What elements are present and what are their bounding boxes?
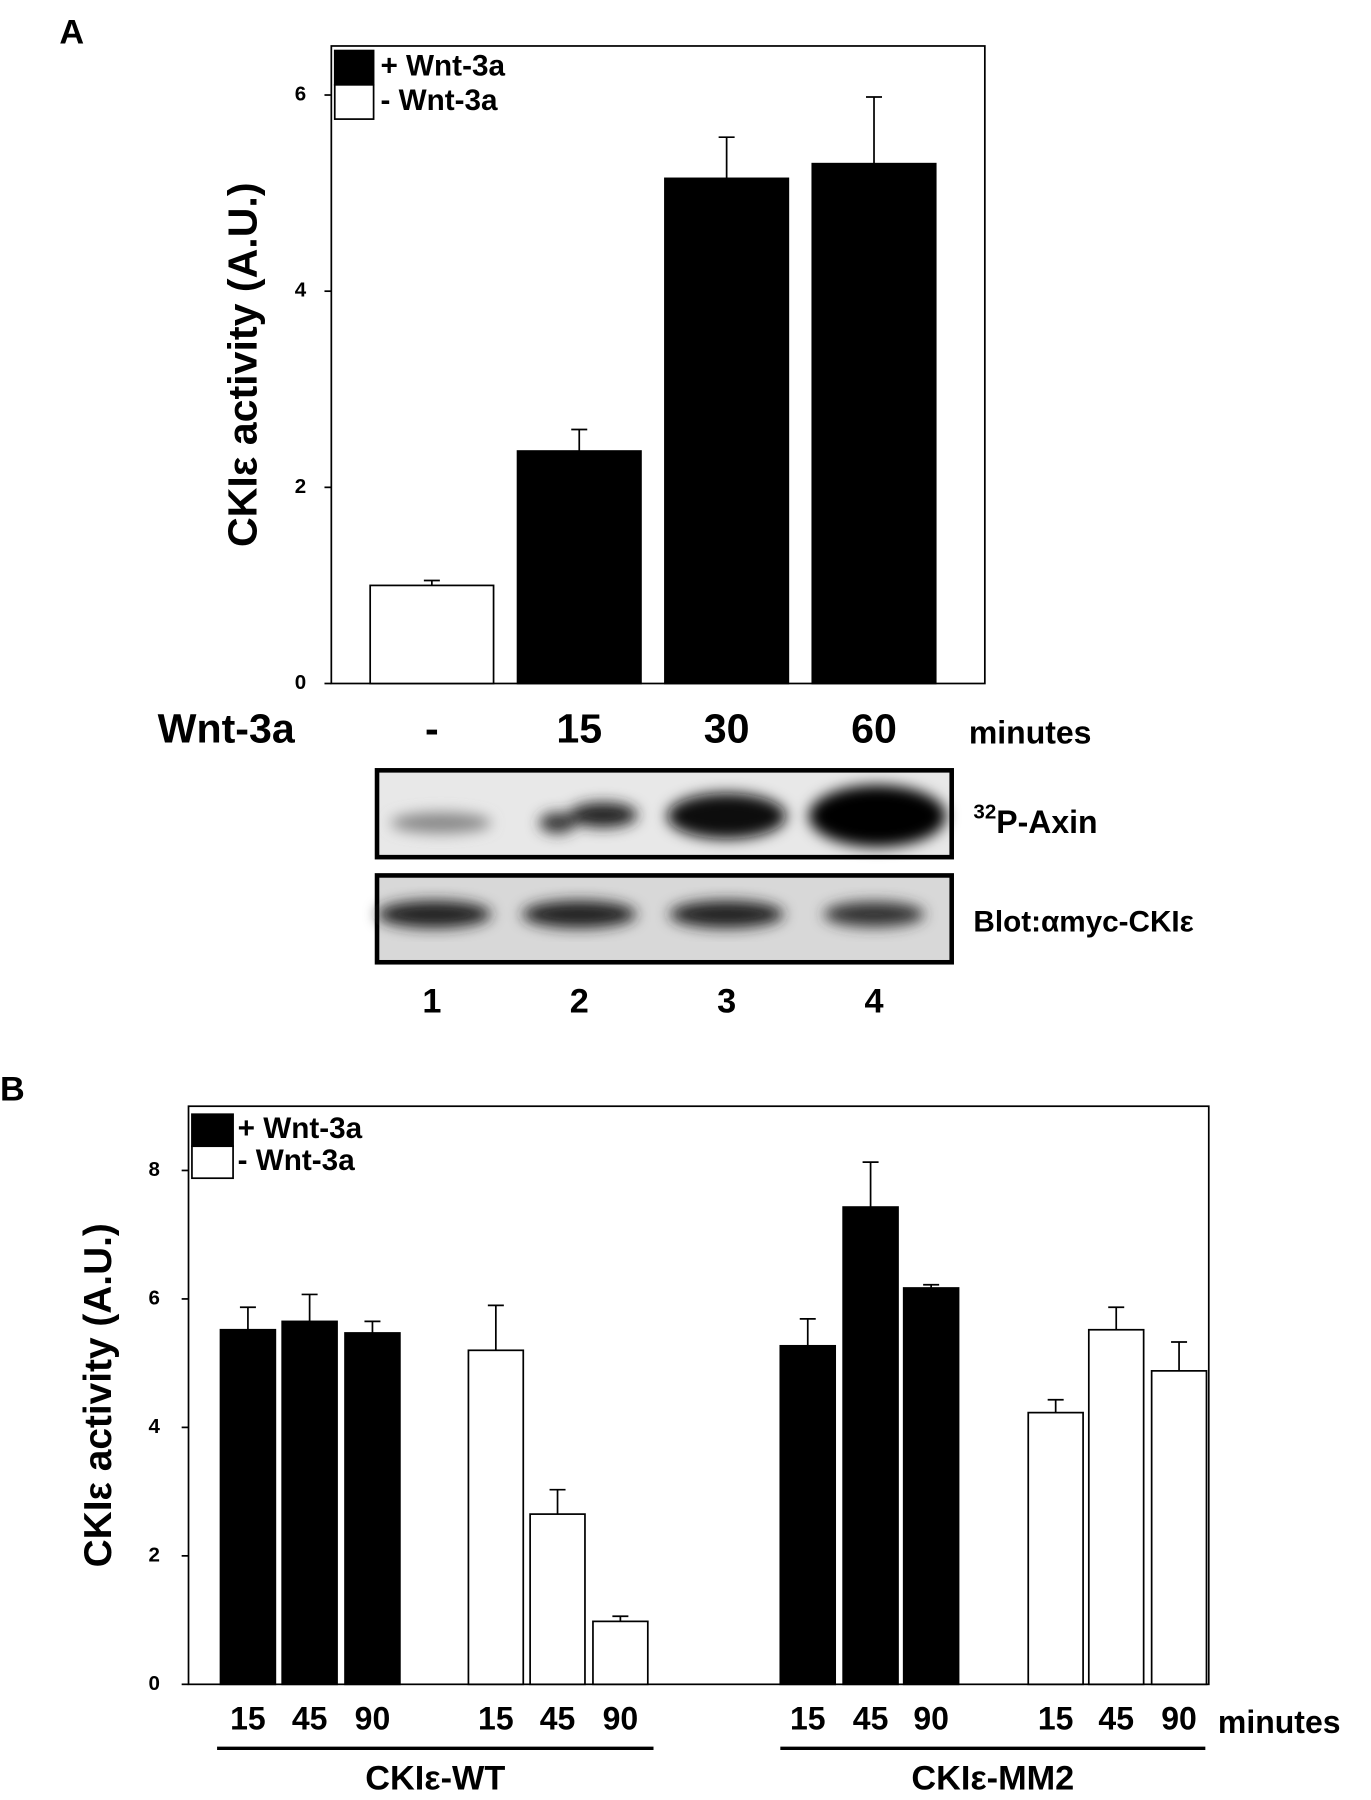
y-axis-label: CKIε activity (A.U.) [219,182,265,547]
legend-label: - Wnt-3a [380,84,498,117]
x-tick-label: 90 [913,1700,949,1736]
legend-swatch [333,49,375,86]
error-bar [612,1615,629,1622]
x-tick-label: 15 [790,1700,826,1736]
error-bar [1108,1306,1125,1330]
bar [779,1344,837,1686]
legend-swatch [191,1145,234,1180]
error-bar [1047,1398,1064,1413]
error-bar [571,428,588,452]
x-tick-label: 30 [704,705,750,751]
y-tick-label: 2 [149,1543,160,1566]
blot-image [374,768,954,965]
lane-label: 1 [422,982,441,1020]
x-unit-label: minutes [969,714,1092,750]
group-label: CKIε-MM2 [911,1759,1074,1797]
legend-swatch [191,1113,234,1148]
bar [811,162,937,685]
legend-label: + Wnt-3a [238,1112,363,1145]
legend-label: - Wnt-3a [238,1144,356,1177]
y-tick-label: 2 [295,475,306,498]
bar [516,450,642,685]
bar [467,1349,525,1686]
x-tick-label: 90 [603,1700,639,1736]
x-axis-label: Wnt-3a [158,705,296,751]
bar [344,1332,401,1686]
blot-label: 32P-Axin [973,801,1097,840]
error-bar [799,1317,816,1346]
bar [369,584,495,685]
x-tick-label: 15 [478,1700,514,1736]
lane-label: 3 [717,982,736,1020]
x-tick-label: 60 [851,705,897,751]
error-bar [862,1161,879,1208]
panel-label: B [0,1070,25,1108]
x-tick-label: 90 [1161,1700,1197,1736]
lane-label: 4 [864,982,883,1020]
y-tick-label: 4 [295,279,307,302]
bar [281,1320,338,1686]
x-tick-label: 15 [556,705,602,751]
error-bar [866,96,883,164]
y-tick-label: 6 [295,82,306,105]
error-bar [1171,1341,1188,1371]
legend-swatch [333,83,375,120]
y-axis-label: CKIε activity (A.U.) [77,1223,120,1567]
x-tick-label: 45 [292,1700,328,1736]
y-tick-label: 4 [149,1415,161,1438]
bar [842,1206,899,1686]
error-bar [549,1488,566,1515]
bar [664,177,790,685]
x-tick-label: 15 [230,1700,266,1736]
bar [592,1620,649,1686]
error-bar [239,1306,256,1330]
bar [219,1328,277,1686]
error-bar [364,1320,381,1333]
y-tick-label: 0 [295,671,306,694]
x-unit-label: minutes [1218,1704,1341,1740]
y-tick-label: 8 [149,1158,160,1181]
x-tick-label: 45 [540,1700,576,1736]
x-tick-label: 90 [355,1700,391,1736]
error-bar [718,136,735,179]
lane-label: 2 [570,982,589,1020]
bar [902,1287,960,1686]
y-tick-label: 6 [149,1286,160,1309]
bar [1087,1328,1145,1686]
blot-label-main: P-Axin [996,805,1097,841]
legend-label: + Wnt-3a [380,50,505,83]
bar [529,1513,586,1686]
group-label: CKIε-WT [365,1759,505,1797]
bar [1027,1411,1084,1686]
blot-label: Blot:αmyc-CKIε [973,905,1193,938]
x-tick-label: 45 [1098,1700,1134,1736]
blot-label-sup: 32 [973,801,996,824]
bar [1150,1370,1208,1686]
error-bar [423,579,440,586]
error-bar [487,1304,504,1351]
error-bar [923,1283,940,1289]
plot-frame [330,45,986,685]
plot-frame [187,1105,1210,1686]
y-tick-label: 0 [149,1672,160,1695]
error-bar [301,1293,318,1322]
x-tick-label: 15 [1038,1700,1074,1736]
x-tick-label: - [425,705,439,751]
x-tick-label: 45 [853,1700,889,1736]
panel-label: A [59,14,84,52]
